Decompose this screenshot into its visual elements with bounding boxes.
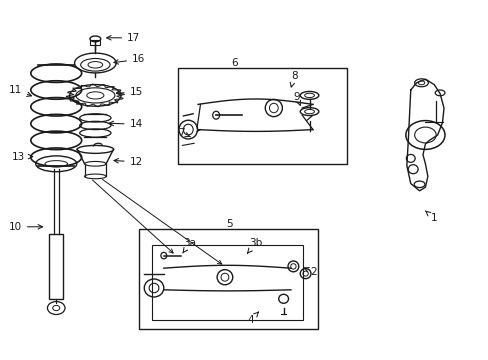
Text: 8: 8 — [290, 71, 297, 87]
Text: 9: 9 — [293, 92, 300, 105]
Text: 5: 5 — [226, 219, 233, 229]
Bar — [49, 234, 63, 299]
Text: 6: 6 — [231, 58, 238, 68]
Text: 12: 12 — [114, 157, 142, 167]
Text: 3b: 3b — [247, 238, 262, 253]
Text: 3a: 3a — [183, 238, 196, 253]
Bar — [151, 245, 303, 320]
Text: 16: 16 — [114, 54, 145, 64]
Text: 14: 14 — [109, 119, 142, 129]
Text: 4: 4 — [246, 312, 258, 325]
Text: 11: 11 — [9, 85, 31, 96]
Text: 2: 2 — [304, 267, 317, 277]
Text: 15: 15 — [116, 87, 142, 97]
Text: 17: 17 — [106, 33, 140, 43]
Bar — [90, 40, 100, 45]
Text: 1: 1 — [425, 211, 436, 223]
Bar — [139, 229, 317, 329]
Text: 7: 7 — [178, 128, 190, 138]
Text: 10: 10 — [9, 222, 42, 232]
Bar — [178, 68, 346, 164]
Text: 13: 13 — [12, 152, 33, 162]
